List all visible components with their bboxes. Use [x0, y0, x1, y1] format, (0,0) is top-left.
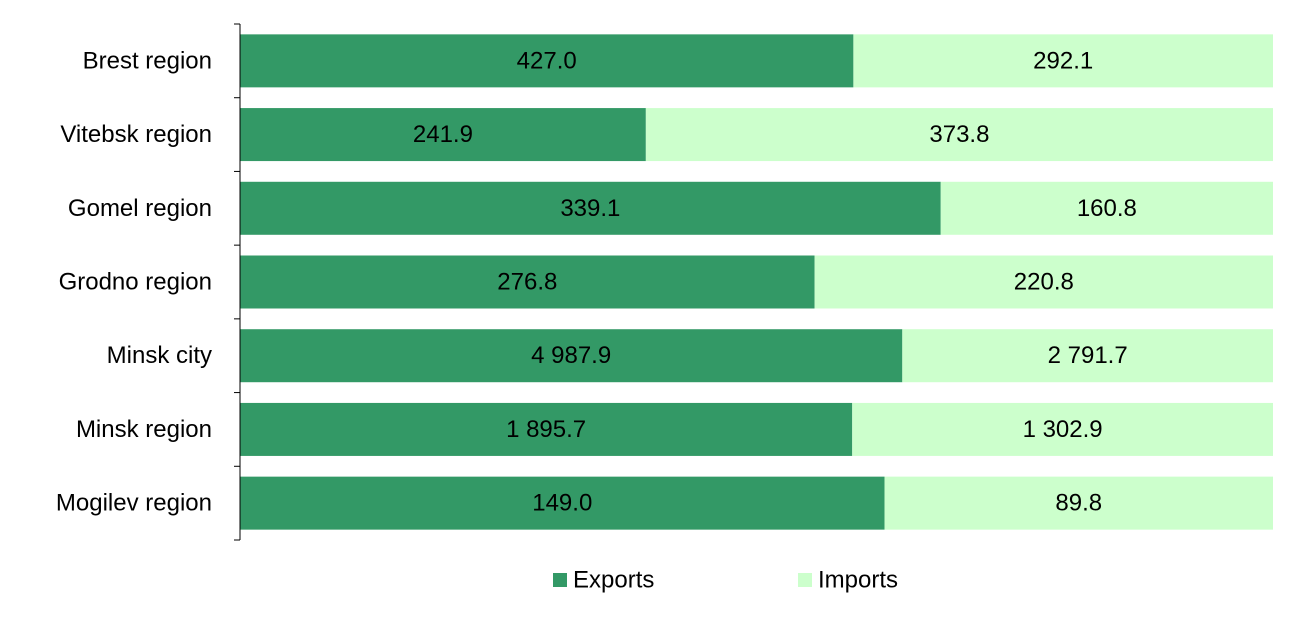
bar-imports-5: [902, 329, 1273, 383]
category-label: Brest region: [83, 47, 212, 74]
bar-exports-7: [240, 476, 885, 530]
bar-imports-6: [852, 402, 1273, 456]
data-label-imports-2: 373.8: [929, 121, 989, 148]
legend-label-exports: Exports: [573, 567, 654, 594]
plot-area: 427.0 292.1 241.9 373.8 339.1 160.8 276.8 220.8…: [240, 34, 1273, 530]
data-label-imports-4: 220.8: [1014, 269, 1074, 296]
legend: Exports Imports: [553, 567, 898, 594]
category-label: Gomel region: [68, 195, 212, 222]
bar-exports-2: [240, 108, 646, 162]
data-label-exports-3: 339.1: [560, 195, 620, 222]
legend-label-imports: Imports: [818, 567, 898, 594]
data-label-imports-5: 2 791.7: [1048, 342, 1128, 369]
category-label: Grodno region: [59, 269, 212, 296]
bar-exports-3: [240, 181, 941, 235]
data-label-exports-2: 241.9: [413, 121, 473, 148]
bar-exports-1: [240, 34, 854, 88]
legend-swatch-exports: [553, 573, 567, 587]
data-label-exports-5: 4 987.9: [531, 342, 611, 369]
bar-exports-5: [240, 329, 903, 383]
category-label: Mogilev region: [56, 490, 212, 517]
data-label-imports-3: 160.8: [1077, 195, 1137, 222]
data-label-exports-4: 276.8: [497, 269, 557, 296]
bar-imports-4: [814, 255, 1273, 309]
legend-swatch-imports: [798, 573, 812, 587]
bar-imports-7: [884, 476, 1273, 530]
data-label-imports-6: 1 302.9: [1023, 416, 1103, 443]
category-label: Vitebsk region: [60, 121, 212, 148]
bar-imports-1: [853, 34, 1273, 88]
data-label-exports-6: 1 895.7: [506, 416, 586, 443]
bar-exports-4: [240, 255, 815, 309]
data-label-exports-7: 149.0: [532, 490, 592, 517]
data-label-exports-1: 427.0: [517, 47, 577, 74]
category-axis: Brest region Vitebsk region Gomel region Gr…: [56, 23, 241, 541]
data-label-imports-7: 89.8: [1055, 490, 1102, 517]
category-label: Minsk region: [76, 416, 212, 443]
data-label-imports-1: 292.1: [1033, 47, 1093, 74]
bar-imports-3: [940, 181, 1273, 235]
bar-imports-2: [645, 108, 1273, 162]
bar-exports-6: [240, 402, 853, 456]
category-label: Minsk city: [107, 342, 212, 369]
